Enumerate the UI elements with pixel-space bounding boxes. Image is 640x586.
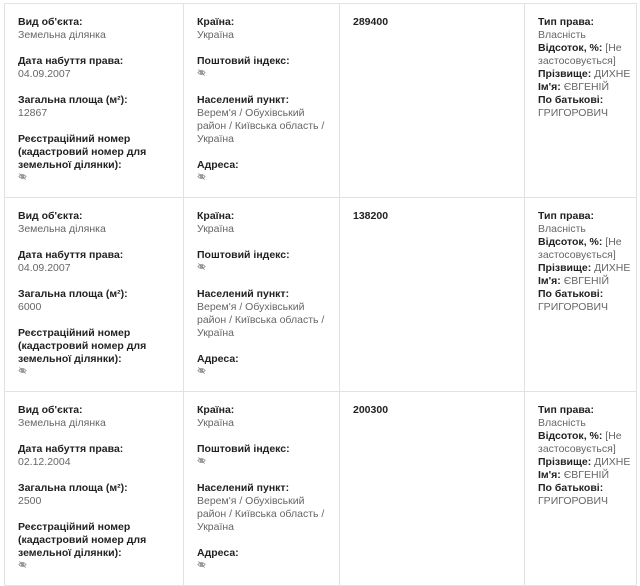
- country-value: Україна: [197, 417, 235, 429]
- surname-label: Прізвище:: [538, 68, 592, 80]
- percent-value: [Не застосовується]: [538, 42, 622, 67]
- percent-label: Відсоток, %:: [538, 430, 603, 442]
- postal-label: Поштовий індекс:: [197, 249, 290, 261]
- acquired-label: Дата набуття права:: [18, 249, 124, 261]
- object-cell: Вид об'єкта: Земельна ділянка Дата набутт…: [4, 3, 184, 198]
- location-cell: Країна: Україна Поштовий індекс: Населени…: [183, 197, 340, 392]
- surname-value: ДИХНЕ: [594, 456, 631, 468]
- postal-label: Поштовий індекс:: [197, 443, 290, 455]
- table-row: Вид об'єкта: Земельна ділянка Дата набутт…: [4, 197, 637, 392]
- locality-label: Населений пункт:: [197, 94, 290, 106]
- owner-cell: Тип права: Власність Відсоток, %: [Не зас…: [524, 3, 637, 198]
- right-type-value: Власність: [538, 417, 586, 429]
- eye-slash-icon: [197, 560, 206, 569]
- location-cell: Країна: Україна Поштовий індекс: Населени…: [183, 391, 340, 586]
- right-type-value: Власність: [538, 223, 586, 235]
- right-type-label: Тип права:: [538, 404, 594, 416]
- object-type-label: Вид об'єкта:: [18, 16, 83, 28]
- country-value: Україна: [197, 29, 235, 41]
- name-value: ЄВГЕНІЙ: [563, 81, 610, 93]
- right-type-label: Тип права:: [538, 210, 594, 222]
- locality-label: Населений пункт:: [197, 482, 290, 494]
- percent-value: [Не застосовується]: [538, 430, 622, 455]
- country-label: Країна:: [197, 210, 235, 222]
- patronymic-value: ГРИГОРОВИЧ: [538, 495, 608, 507]
- locality-value: Верем'я / Обухівський район / Київська о…: [197, 107, 325, 145]
- eye-slash-icon: [18, 366, 27, 375]
- name-label: Ім'я:: [538, 275, 561, 287]
- acquired-label: Дата набуття права:: [18, 443, 124, 455]
- eye-slash-icon: [197, 172, 206, 181]
- reg-number-label: Реєстраційний номер (кадастровий номер д…: [18, 521, 147, 559]
- percent-label: Відсоток, %:: [538, 42, 603, 54]
- object-type-value: Земельна ділянка: [18, 417, 106, 429]
- location-cell: Країна: Україна Поштовий індекс: Населени…: [183, 3, 340, 198]
- object-type-value: Земельна ділянка: [18, 29, 106, 41]
- country-label: Країна:: [197, 404, 235, 416]
- area-value: 6000: [18, 301, 42, 313]
- address-label: Адреса:: [197, 353, 239, 365]
- patronymic-label: По батькові:: [538, 482, 604, 494]
- name-value: ЄВГЕНІЙ: [563, 275, 610, 287]
- eye-slash-icon: [197, 68, 206, 77]
- name-label: Ім'я:: [538, 469, 561, 481]
- area-value: 12867: [18, 107, 48, 119]
- property-table: Вид об'єкта: Земельна ділянка Дата набутт…: [4, 3, 637, 586]
- country-value: Україна: [197, 223, 235, 235]
- eye-slash-icon: [197, 262, 206, 271]
- value-cell: 200300: [339, 391, 525, 586]
- locality-label: Населений пункт:: [197, 288, 290, 300]
- owner-cell: Тип права: Власність Відсоток, %: [Не зас…: [524, 391, 637, 586]
- object-type-value: Земельна ділянка: [18, 223, 106, 235]
- surname-value: ДИХНЕ: [594, 262, 631, 274]
- owner-cell: Тип права: Власність Відсоток, %: [Не зас…: [524, 197, 637, 392]
- locality-value: Верем'я / Обухівський район / Київська о…: [197, 495, 325, 533]
- acquired-value: 04.09.2007: [18, 262, 71, 274]
- reg-number-label: Реєстраційний номер (кадастровий номер д…: [18, 133, 147, 171]
- name-label: Ім'я:: [538, 81, 561, 93]
- surname-label: Прізвище:: [538, 456, 592, 468]
- address-label: Адреса:: [197, 159, 239, 171]
- name-value: ЄВГЕНІЙ: [563, 469, 610, 481]
- reg-number-label: Реєстраційний номер (кадастровий номер д…: [18, 327, 147, 365]
- object-type-label: Вид об'єкта:: [18, 210, 83, 222]
- eye-slash-icon: [197, 366, 206, 375]
- object-cell: Вид об'єкта: Земельна ділянка Дата набутт…: [4, 197, 184, 392]
- value-amount: 138200: [353, 210, 389, 222]
- patronymic-label: По батькові:: [538, 288, 604, 300]
- acquired-label: Дата набуття права:: [18, 55, 124, 67]
- table-row: Вид об'єкта: Земельна ділянка Дата набутт…: [4, 391, 637, 586]
- patronymic-value: ГРИГОРОВИЧ: [538, 301, 608, 313]
- object-type-label: Вид об'єкта:: [18, 404, 83, 416]
- postal-label: Поштовий індекс:: [197, 55, 290, 67]
- right-type-value: Власність: [538, 29, 586, 41]
- patronymic-value: ГРИГОРОВИЧ: [538, 107, 608, 119]
- acquired-value: 02.12.2004: [18, 456, 71, 468]
- patronymic-label: По батькові:: [538, 94, 604, 106]
- area-label: Загальна площа (м²):: [18, 288, 128, 300]
- surname-label: Прізвище:: [538, 262, 592, 274]
- right-type-label: Тип права:: [538, 16, 594, 28]
- address-label: Адреса:: [197, 547, 239, 559]
- value-amount: 289400: [353, 16, 389, 28]
- percent-label: Відсоток, %:: [538, 236, 603, 248]
- value-cell: 289400: [339, 3, 525, 198]
- object-cell: Вид об'єкта: Земельна ділянка Дата набутт…: [4, 391, 184, 586]
- value-cell: 138200: [339, 197, 525, 392]
- eye-slash-icon: [18, 172, 27, 181]
- acquired-value: 04.09.2007: [18, 68, 71, 80]
- table-row: Вид об'єкта: Земельна ділянка Дата набутт…: [4, 3, 637, 198]
- locality-value: Верем'я / Обухівський район / Київська о…: [197, 301, 325, 339]
- eye-slash-icon: [197, 456, 206, 465]
- country-label: Країна:: [197, 16, 235, 28]
- surname-value: ДИХНЕ: [594, 68, 631, 80]
- eye-slash-icon: [18, 560, 27, 569]
- area-label: Загальна площа (м²):: [18, 94, 128, 106]
- value-amount: 200300: [353, 404, 389, 416]
- percent-value: [Не застосовується]: [538, 236, 622, 261]
- area-label: Загальна площа (м²):: [18, 482, 128, 494]
- area-value: 2500: [18, 495, 42, 507]
